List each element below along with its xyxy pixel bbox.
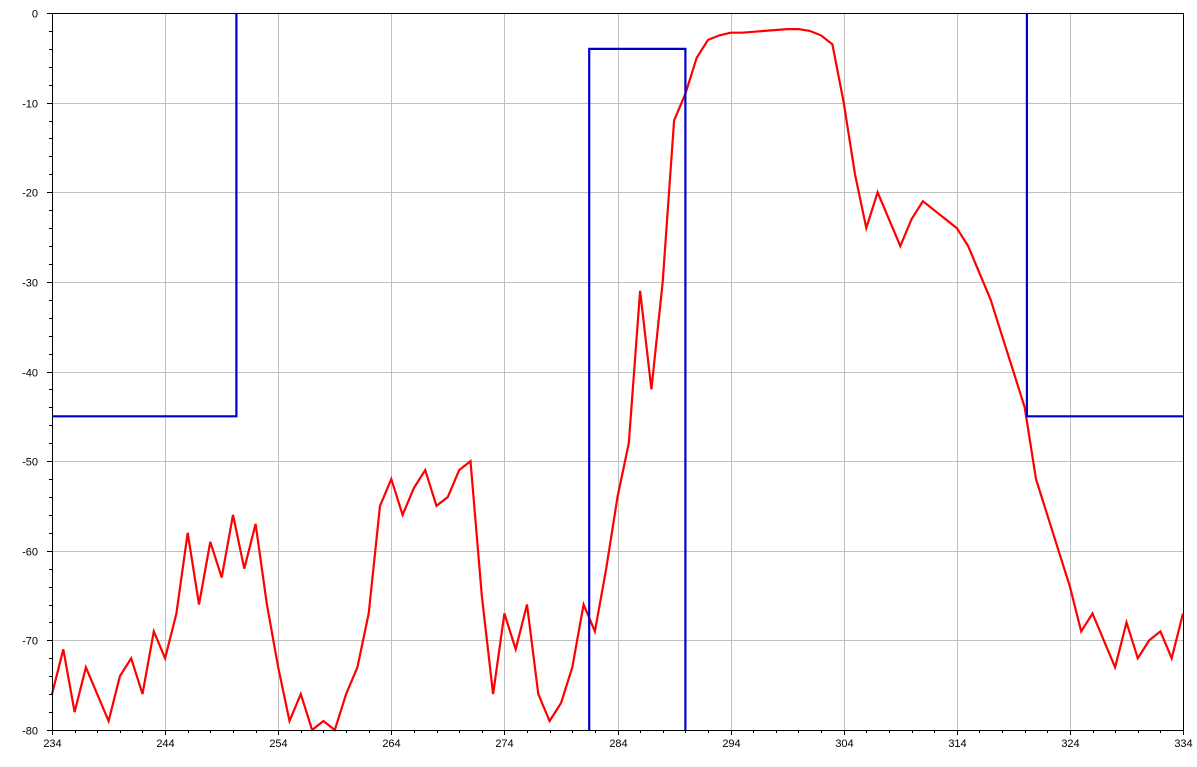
x-tick-label: 284 [609,738,627,750]
x-tick-label: 324 [1061,738,1079,750]
y-axis-tick-labels: 0 -10 -20 -30 -40 -50 -60 -70 -80 [22,9,38,738]
x-tick-label: 254 [269,738,287,750]
x-tick-label: 234 [43,738,61,750]
y-tick-label: -70 [22,636,38,648]
x-tick-label: 264 [382,738,400,750]
y-tick-label: -60 [22,547,38,559]
y-tick-label: -30 [22,278,38,290]
y-tick-label: -50 [22,457,38,469]
y-tick-label: -10 [22,99,38,111]
spectrum-trace [50,28,1185,732]
y-tick-label: 0 [32,9,38,21]
x-tick-label: 304 [835,738,853,750]
x-tick-label: 314 [948,738,966,750]
data-series [50,13,1185,732]
axis-ticks [47,13,1184,735]
y-tick-label: -20 [22,188,38,200]
y-tick-label: -80 [22,726,38,738]
x-tick-label: 334 [1174,738,1192,750]
y-tick-label: -40 [22,368,38,380]
x-axis-tick-labels: 234 244 254 264 274 284 294 304 314 324 334 [43,738,1192,750]
x-tick-label: 244 [156,738,174,750]
x-tick-label: 294 [722,738,740,750]
emission-mask-line [52,13,1183,730]
x-tick-label: 274 [495,738,513,750]
